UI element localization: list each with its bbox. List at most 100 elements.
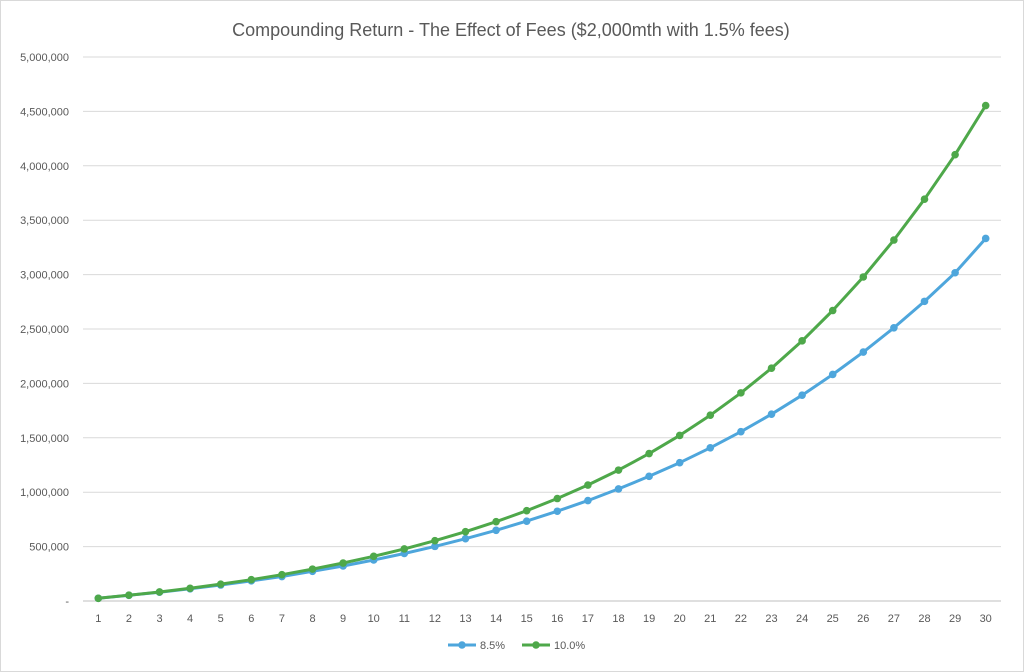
data-point (737, 389, 745, 397)
legend-label: 8.5% (480, 640, 505, 652)
x-tick-label: 6 (248, 613, 254, 625)
x-tick-label: 16 (551, 613, 563, 625)
data-point (431, 542, 439, 551)
data-point (951, 268, 959, 277)
data-point (369, 552, 378, 561)
legend-item: 10.0% (522, 640, 585, 652)
data-point (216, 580, 225, 588)
data-point (125, 591, 133, 600)
x-tick-label: 11 (399, 613, 410, 625)
y-tick-label: 4,500,000 (20, 106, 69, 118)
data-point (400, 545, 409, 553)
data-point (492, 517, 500, 526)
x-tick-label: 24 (796, 613, 808, 625)
x-axis: 1 2 3 4 5 6 7 8 9 10 11 12 13 14 15 16 17 18 19 20 21 22 23 24 2… (95, 613, 992, 625)
x-tick-label: 7 (279, 613, 285, 625)
data-point (186, 584, 194, 593)
data-point (675, 431, 684, 440)
y-tick-label: 2,500,000 (20, 324, 69, 336)
legend-label: 10.0% (554, 640, 585, 652)
data-point (614, 466, 623, 474)
y-tick-label: 1,000,000 (20, 487, 69, 499)
data-point (798, 337, 806, 345)
x-tick-label: 14 (490, 613, 502, 625)
x-tick-label: 9 (340, 613, 346, 625)
y-tick-label: 3,000,000 (20, 270, 69, 282)
series-line (96, 104, 988, 600)
data-point (920, 297, 929, 306)
data-point (553, 507, 562, 516)
data-point (706, 444, 715, 452)
y-tick-label: 2,000,000 (20, 378, 69, 390)
x-tick-label: 22 (735, 613, 747, 625)
x-tick-label: 17 (582, 613, 594, 625)
x-tick-label: 19 (643, 613, 655, 625)
x-tick-label: 28 (918, 613, 930, 625)
x-tick-label: 18 (612, 613, 624, 625)
data-point (981, 234, 990, 243)
data-point (645, 472, 653, 481)
x-tick-label: 4 (187, 613, 193, 625)
data-point (461, 534, 470, 543)
x-tick-label: 27 (888, 613, 900, 625)
data-point (584, 496, 592, 505)
x-tick-label: 25 (827, 613, 839, 625)
data-point (798, 391, 806, 399)
data-point (859, 348, 868, 356)
x-tick-label: 5 (218, 613, 224, 625)
x-tick-label: 20 (674, 613, 686, 625)
y-axis: - 500,000 1,000,000 1,500,000 2,000,000 2,500… (20, 52, 69, 608)
data-point (645, 449, 653, 458)
data-point (431, 536, 439, 545)
y-tick-label: 4,000,000 (20, 161, 69, 173)
data-point (553, 494, 562, 503)
x-tick-label: 1 (95, 613, 101, 625)
x-tick-label: 23 (765, 613, 777, 625)
data-point (492, 526, 500, 535)
x-tick-label: 12 (429, 613, 441, 625)
gridlines (83, 56, 1001, 602)
data-point (767, 410, 776, 418)
series-area (94, 101, 990, 603)
data-point (278, 570, 286, 579)
x-tick-label: 8 (309, 613, 315, 625)
data-point (522, 517, 531, 525)
legend: 8.5% 10.0% (448, 640, 585, 652)
series-line (96, 237, 988, 600)
x-tick-label: 15 (521, 613, 533, 625)
x-tick-label: 2 (126, 613, 132, 625)
series-2 (94, 101, 990, 603)
data-point (675, 458, 684, 467)
data-point (981, 101, 990, 110)
data-point (828, 370, 837, 379)
legend-item: 8.5% (448, 640, 505, 652)
data-point (155, 588, 164, 596)
data-point (951, 150, 959, 159)
y-tick-label: 5,000,000 (20, 52, 69, 64)
data-point (308, 565, 317, 573)
x-tick-label: 30 (980, 613, 992, 625)
data-point (920, 195, 929, 204)
x-tick-label: 13 (459, 613, 471, 625)
x-tick-label: 29 (949, 613, 961, 625)
data-point (614, 485, 623, 493)
data-point (339, 559, 347, 567)
data-point (247, 575, 256, 584)
data-point (890, 324, 898, 332)
x-tick-label: 3 (156, 613, 162, 625)
data-point (828, 306, 837, 315)
y-tick-label: - (65, 596, 69, 608)
chart-title: Compounding Return - The Effect of Fees … (232, 20, 790, 40)
data-point (461, 527, 470, 536)
y-tick-label: 1,500,000 (20, 433, 69, 445)
data-point (94, 594, 103, 603)
data-point (706, 411, 715, 419)
y-tick-label: 500,000 (29, 542, 69, 554)
data-point (584, 481, 592, 489)
data-point (522, 506, 531, 515)
data-point (859, 273, 868, 281)
data-point (767, 364, 776, 372)
x-tick-label: 10 (368, 613, 380, 625)
